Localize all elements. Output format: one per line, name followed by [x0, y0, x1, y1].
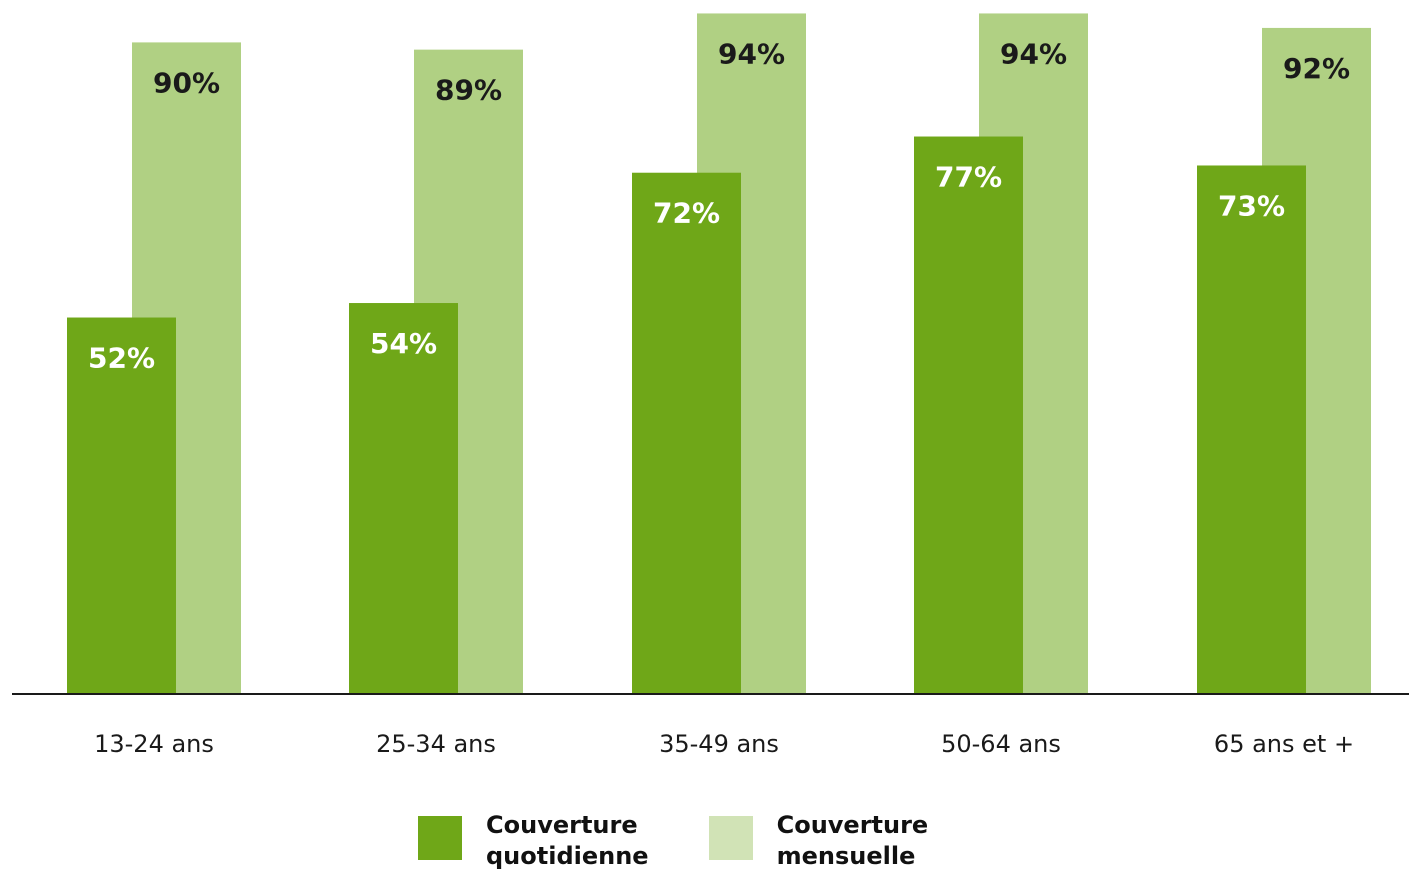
bar-daily-5 [1197, 165, 1306, 695]
legend-label-daily-line2: quotidienne [486, 842, 649, 870]
bar-daily-3 [632, 172, 741, 695]
legend-label-daily-line1: Couverture [486, 811, 638, 839]
bar-daily-2 [349, 303, 458, 694]
data-label-monthly-4: 94% [1000, 37, 1067, 70]
x-tick-label-2: 25-34 ans [376, 730, 496, 758]
x-tick-label-5: 65 ans et + [1214, 730, 1354, 758]
x-tick-label-1: 13-24 ans [94, 730, 214, 758]
data-label-monthly-2: 89% [435, 74, 502, 107]
bar-daily-4 [914, 136, 1023, 694]
data-label-monthly-1: 90% [153, 66, 220, 99]
legend-item-daily: Couverture quotidienne [418, 810, 649, 872]
data-label-daily-5: 73% [1218, 189, 1285, 222]
legend-swatch-monthly [708, 816, 753, 860]
x-tick-label-4: 50-64 ans [941, 730, 1061, 758]
x-tick-label-3: 35-49 ans [659, 730, 779, 758]
data-label-monthly-3: 94% [718, 37, 785, 70]
bar-chart: 90% 89% 94% 94% 92% 52% 54% 72% 77% 73% 13-24 ans… [12, 13, 1409, 758]
data-label-daily-1: 52% [88, 342, 155, 375]
bars-group [67, 13, 1371, 695]
bar-daily-1 [67, 317, 176, 694]
legend-item-monthly: Couverture mensuelle [708, 810, 929, 872]
data-label-daily-3: 72% [653, 197, 720, 230]
legend-label-daily: Couverture quotidienne [486, 810, 649, 872]
data-label-daily-4: 77% [935, 161, 1002, 194]
x-tick-labels-group: 13-24 ans 25-34 ans 35-49 ans 50-64 ans 65 a… [94, 730, 1354, 758]
legend-swatch-daily [418, 816, 462, 860]
legend-label-monthly-line2: mensuelle [776, 842, 916, 870]
data-label-daily-2: 54% [370, 327, 437, 360]
data-label-monthly-5: 92% [1283, 52, 1350, 85]
legend-label-monthly: Couverture mensuelle [777, 810, 929, 872]
legend: Couverture quotidienne Couverture mensue… [418, 810, 928, 872]
legend-label-monthly-line1: Couverture [776, 811, 929, 839]
data-labels-group: 90% 89% 94% 94% 92% 52% 54% 72% 77% 73% [88, 37, 1350, 374]
